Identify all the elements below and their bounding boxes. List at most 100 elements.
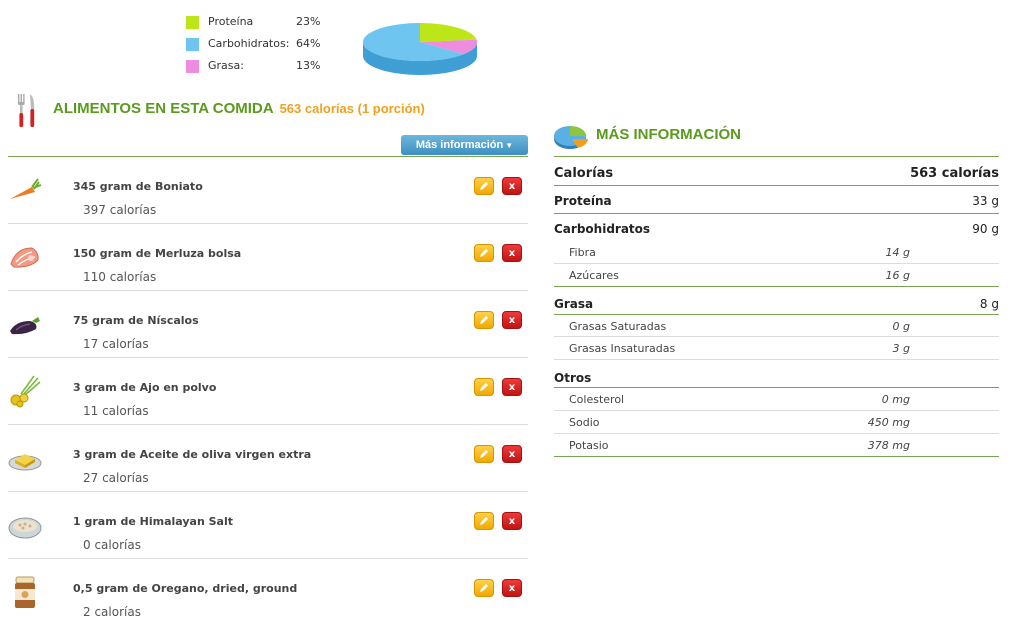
- butter-icon: [8, 454, 42, 471]
- nutrition-label: Fibra: [569, 246, 596, 259]
- food-name: 75 gram de Níscalos: [73, 314, 199, 327]
- close-icon: x: [508, 247, 516, 259]
- food-name: 150 gram de Merluza bolsa: [73, 247, 242, 260]
- edit-button[interactable]: [474, 378, 494, 396]
- edit-button[interactable]: [474, 311, 494, 329]
- food-calories: 17 calorías: [83, 337, 149, 351]
- nutrition-value: 90 g: [972, 222, 999, 236]
- pencil-icon: [480, 383, 488, 391]
- nutrition-row-sodium: Sodio 450 mg: [554, 411, 999, 434]
- nutrition-label: Otros: [554, 371, 592, 385]
- nutrition-row-saturated-fat: Grasas Saturadas 0 g: [554, 314, 999, 337]
- nutrition-row-fat: Grasa 8 g: [554, 287, 999, 314]
- delete-button[interactable]: x: [502, 244, 522, 262]
- fish-icon: [10, 247, 39, 268]
- eggplant-icon: [10, 317, 40, 335]
- edit-button[interactable]: [474, 177, 494, 195]
- nutrition-value: 450 mg: [867, 416, 910, 429]
- nutrition-value: 8 g: [979, 297, 999, 311]
- legend-label: Grasa:: [208, 59, 244, 72]
- nutrition-row-fiber: Fibra 14 g: [554, 241, 999, 264]
- nutrition-label: Calorías: [554, 166, 614, 181]
- nutrition-row-potassium: Potasio 378 mg: [554, 434, 999, 457]
- nutrition-value: 563 calorías: [910, 166, 999, 181]
- nutrition-label: Grasa: [554, 297, 594, 311]
- food-calories: 0 calorías: [83, 538, 141, 552]
- legend-label: Carbohidratos:: [208, 37, 290, 50]
- nutrition-label: Azúcares: [569, 269, 619, 282]
- pencil-icon: [480, 316, 488, 324]
- edit-button[interactable]: [474, 579, 494, 597]
- delete-button[interactable]: x: [502, 177, 522, 195]
- food-name: 0,5 gram de Oregano, dried, ground: [73, 582, 298, 595]
- food-name: 3 gram de Ajo en polvo: [73, 381, 217, 394]
- food-name: 3 gram de Aceite de oliva virgen extra: [73, 448, 312, 461]
- nutrition-label: Proteína: [554, 194, 612, 208]
- food-calories: 397 calorías: [83, 203, 157, 217]
- delete-button[interactable]: x: [502, 579, 522, 597]
- close-icon: x: [508, 448, 516, 460]
- pie-depth: [363, 42, 477, 75]
- pie-slice-carbs: [363, 23, 464, 61]
- pie-slice-protein: [420, 23, 477, 42]
- nutrition-value: 3 g: [892, 342, 910, 355]
- legend-percent: 64%: [296, 37, 321, 50]
- nutrition-label: Colesterol: [569, 393, 625, 406]
- nutrition-row-carbs: Carbohidratos 90 g: [554, 213, 999, 241]
- divider: [8, 156, 528, 157]
- edit-button[interactable]: [474, 244, 494, 262]
- nutrition-value: 33 g: [972, 194, 999, 208]
- bowl-icon: [8, 517, 42, 539]
- delete-button[interactable]: x: [502, 311, 522, 329]
- nutrition-label: Grasas Insaturadas: [569, 342, 676, 355]
- close-icon: x: [508, 180, 516, 192]
- nutrition-table: Calorías 563 calorías Proteína 33 g Carb…: [554, 156, 999, 457]
- jar-icon: [15, 576, 35, 608]
- food-item: 75 gram de Níscalos 17 calorías x: [8, 291, 528, 358]
- close-icon: x: [508, 582, 516, 594]
- nutrition-value: 0 mg: [881, 393, 910, 406]
- more-info-label: Más información: [415, 139, 504, 151]
- nutrition-row-others: Otros: [554, 360, 999, 388]
- food-item: 3 gram de Aceite de oliva virgen extra 2…: [8, 425, 528, 492]
- nutrition-row-calories: Calorías 563 calorías: [554, 156, 999, 185]
- food-calories: 2 calorías: [83, 605, 141, 619]
- nutrition-value: 16 g: [885, 269, 910, 282]
- pie-top: [363, 23, 477, 61]
- close-icon: x: [508, 515, 516, 527]
- more-info-button[interactable]: Más información ▼: [401, 135, 528, 155]
- edit-button[interactable]: [474, 512, 494, 530]
- legend-swatch-protein: [186, 16, 199, 29]
- pencil-icon: [480, 517, 488, 525]
- food-calories: 110 calorías: [83, 270, 157, 284]
- pencil-icon: [480, 249, 488, 257]
- delete-button[interactable]: x: [502, 512, 522, 530]
- legend-percent: 23%: [296, 15, 321, 28]
- pie-side: [363, 42, 477, 75]
- edit-button[interactable]: [474, 445, 494, 463]
- foods-title-text: ALIMENTOS EN ESTA COMIDA: [53, 100, 274, 117]
- food-item: 3 gram de Ajo en polvo 11 calorías x: [8, 358, 528, 425]
- nutrition-row-cholesterol: Colesterol 0 mg: [554, 388, 999, 411]
- nutrition-row-sugars: Azúcares 16 g: [554, 264, 999, 287]
- legend-percent: 13%: [296, 59, 321, 72]
- food-item: 0,5 gram de Oregano, dried, ground 2 cal…: [8, 559, 528, 626]
- nutrition-row-protein: Proteína 33 g: [554, 185, 999, 213]
- caret-down-icon: ▼: [505, 141, 514, 150]
- foods-title: ALIMENTOS EN ESTA COMIDA 563 calorías (1 …: [53, 100, 425, 117]
- nutrition-row-unsaturated-fat: Grasas Insaturadas 3 g: [554, 337, 999, 360]
- close-icon: x: [508, 381, 516, 393]
- food-list: 345 gram de Boniato 397 calorías x 150 g…: [8, 157, 528, 626]
- nutrition-value: 14 g: [885, 246, 910, 259]
- utensils-icon: [18, 94, 35, 127]
- delete-button[interactable]: x: [502, 445, 522, 463]
- close-icon: x: [508, 314, 516, 326]
- food-item: 345 gram de Boniato 397 calorías x: [8, 157, 528, 224]
- food-calories: 27 calorías: [83, 471, 149, 485]
- foods-total-calories: 563 calorías (1 porción): [279, 101, 425, 116]
- nutrition-label: Carbohidratos: [554, 222, 651, 236]
- pencil-icon: [480, 182, 488, 190]
- pencil-icon: [480, 584, 488, 592]
- delete-button[interactable]: x: [502, 378, 522, 396]
- nutrition-value: 0 g: [892, 320, 910, 333]
